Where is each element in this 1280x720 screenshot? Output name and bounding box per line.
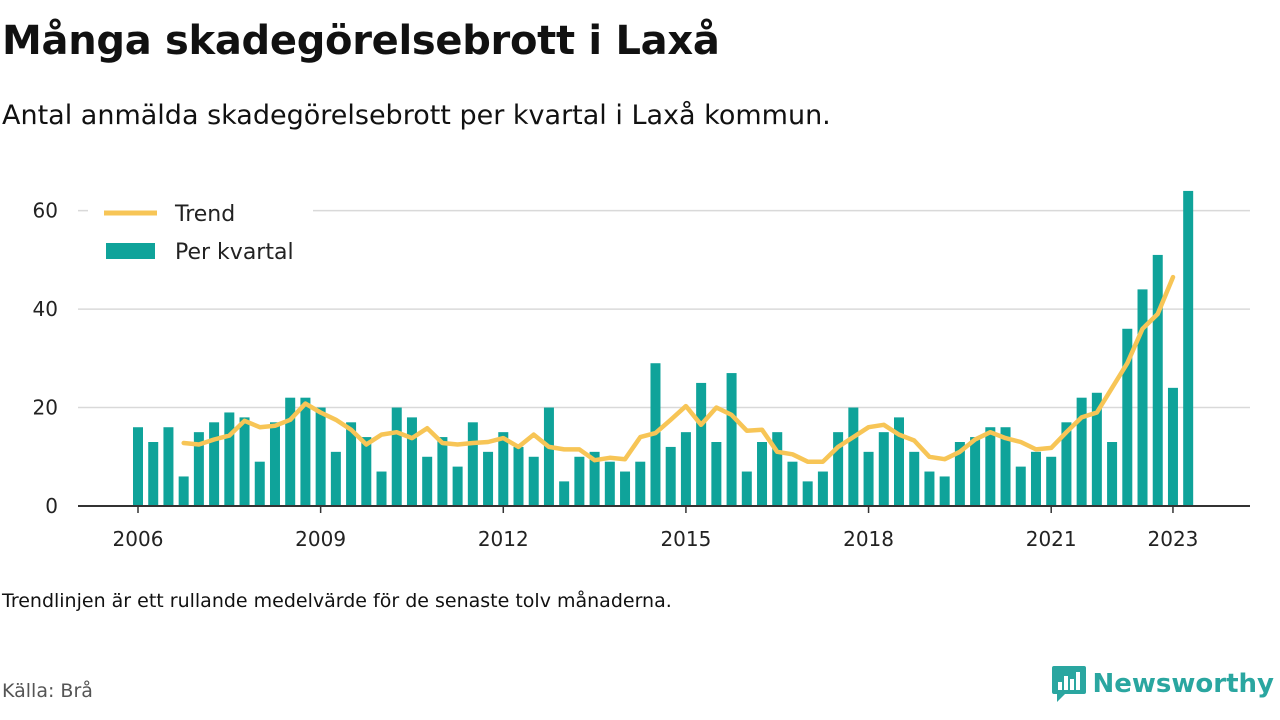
x-tick-label: 2009 — [295, 527, 346, 551]
bar — [772, 432, 783, 506]
bar — [178, 476, 189, 506]
bar — [1030, 451, 1041, 506]
x-tick-label: 2012 — [478, 527, 529, 551]
chart-plot: 0 20 40 60 2006 2009 2012 2015 2018 2021 2023 Tren… — [33, 190, 1250, 551]
y-tick-label: 60 — [33, 199, 58, 223]
bar — [939, 476, 950, 506]
bar — [1015, 466, 1026, 506]
x-tick-label: 2015 — [660, 527, 711, 551]
bar — [1000, 427, 1011, 506]
bar — [315, 407, 326, 506]
bar — [209, 422, 220, 506]
legend-bar-swatch — [106, 243, 155, 259]
bar — [148, 442, 159, 506]
bar — [757, 442, 768, 506]
bar — [680, 432, 691, 506]
legend-trend-label: Trend — [174, 202, 235, 227]
legend-background — [88, 196, 313, 276]
bar — [924, 471, 935, 506]
y-tick-label: 40 — [33, 297, 58, 321]
brand-logo[interactable]: Newsworthy — [1051, 664, 1274, 704]
bar — [848, 407, 859, 506]
legend: Trend Per kvartal — [88, 196, 313, 276]
bar — [285, 397, 296, 506]
bar — [376, 471, 387, 506]
trend-line — [181, 274, 1176, 464]
bar — [817, 471, 828, 506]
bar — [406, 417, 417, 506]
bar — [224, 412, 235, 506]
source-label: Källa: Brå — [2, 680, 93, 702]
bar — [863, 451, 874, 506]
bar — [543, 407, 554, 506]
legend-bar-label: Per kvartal — [175, 240, 294, 265]
bar — [954, 442, 965, 506]
bar — [985, 427, 996, 506]
chart-subtitle: Antal anmälda skadegörelsebrott per kvar… — [2, 100, 831, 131]
bar — [163, 427, 174, 506]
bar — [528, 456, 539, 506]
bar — [269, 422, 280, 506]
y-tick-label: 0 — [45, 494, 58, 518]
bar — [452, 466, 463, 506]
bar — [1091, 392, 1102, 506]
bar — [878, 432, 889, 506]
bar — [1046, 456, 1057, 506]
x-tick-label: 2006 — [113, 527, 164, 551]
bar — [1167, 387, 1178, 506]
bar — [604, 461, 615, 506]
bar-chart-speech-bubble-icon — [1051, 666, 1086, 702]
bar — [802, 481, 813, 506]
bar — [726, 373, 737, 506]
bar — [833, 432, 844, 506]
bar — [361, 437, 372, 506]
bar — [133, 427, 143, 506]
bar — [1076, 397, 1087, 506]
bar — [711, 442, 722, 506]
bar — [741, 471, 752, 506]
bar-series — [133, 190, 1194, 506]
bar — [559, 481, 570, 506]
bar — [894, 417, 904, 506]
bar — [422, 456, 433, 506]
bar — [1122, 328, 1133, 506]
bar — [909, 451, 920, 506]
x-tick-label: 2018 — [843, 527, 894, 551]
bar — [574, 456, 585, 506]
bar — [300, 397, 311, 506]
bar — [193, 432, 204, 506]
bar — [330, 451, 341, 506]
bar — [635, 461, 646, 506]
bar — [1152, 254, 1163, 506]
y-tick-label: 20 — [33, 396, 58, 420]
trend-series — [181, 274, 1176, 464]
x-tick-label: 2023 — [1148, 527, 1199, 551]
bar — [513, 446, 524, 506]
bar — [1061, 422, 1072, 506]
bar — [1137, 289, 1148, 506]
axes: 0 20 40 60 2006 2009 2012 2015 2018 2021 2023 — [33, 199, 1250, 551]
bar — [467, 422, 478, 506]
bar — [391, 407, 402, 506]
bar — [239, 417, 250, 506]
chart-title: Många skadegörelsebrott i Laxå — [2, 18, 720, 64]
bar — [254, 461, 265, 506]
trend-note: Trendlinjen är ett rullande medelvärde f… — [2, 590, 672, 612]
bar — [620, 471, 631, 506]
brand-name: Newsworthy — [1092, 669, 1274, 699]
bar — [1183, 190, 1194, 506]
bar — [1107, 442, 1118, 506]
bar — [787, 461, 798, 506]
bar — [498, 432, 509, 506]
bar — [483, 451, 494, 506]
bar — [589, 451, 600, 506]
bar — [346, 422, 357, 506]
bar — [437, 437, 448, 506]
x-tick-label: 2021 — [1026, 527, 1077, 551]
bar — [696, 382, 707, 506]
bar — [970, 437, 981, 506]
bar — [665, 446, 676, 506]
